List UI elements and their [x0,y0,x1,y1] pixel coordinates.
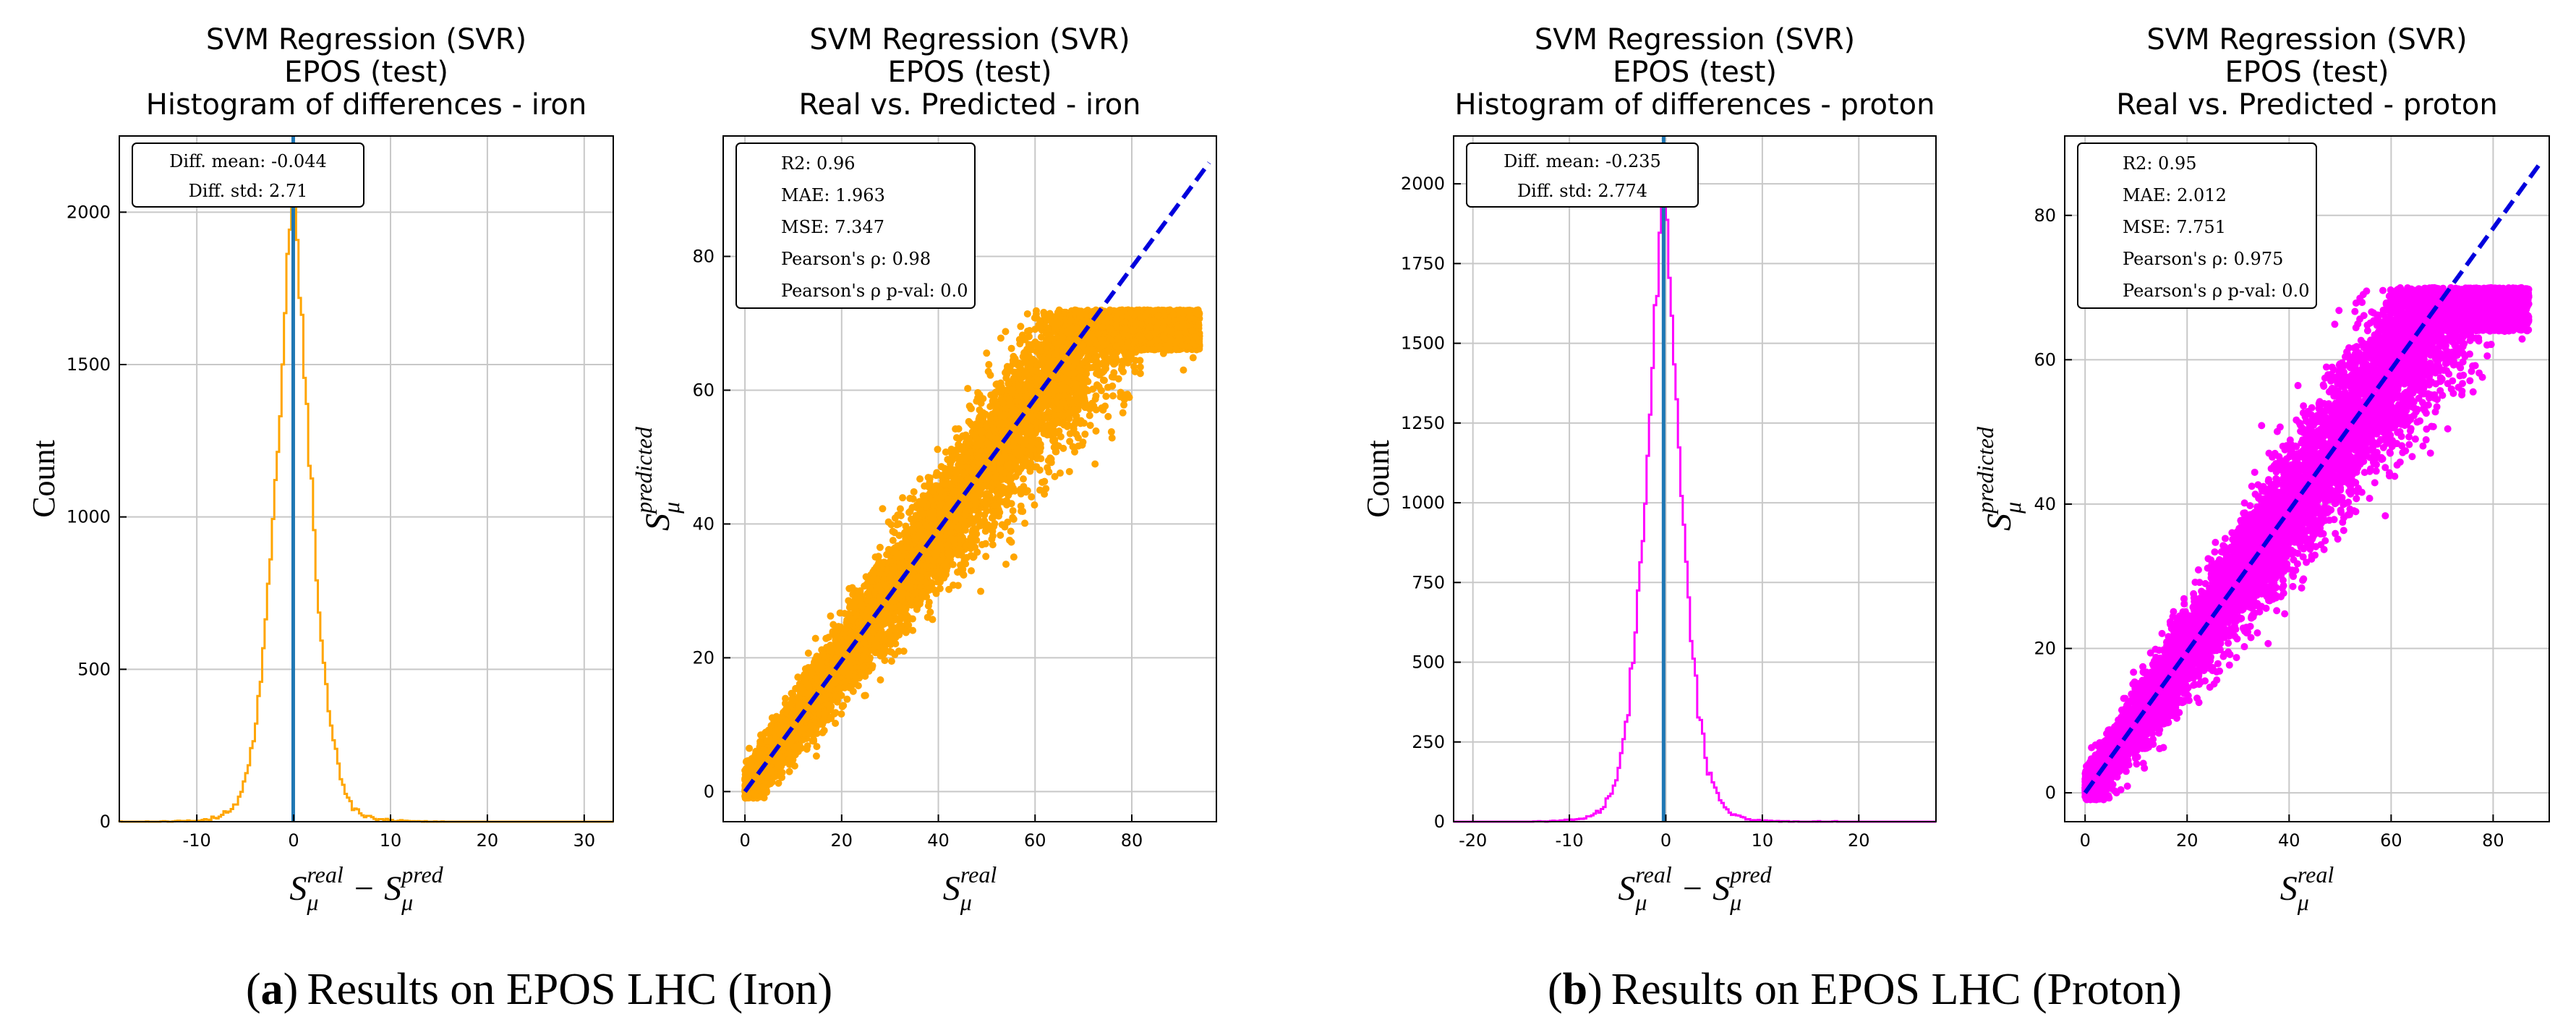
scatter-point [1028,493,1036,501]
scatter-point [1091,460,1099,468]
scatter-point [985,361,993,369]
chart-1: SVM Regression (SVR)EPOS (test)Histogram… [26,23,614,915]
stats-line: Diff. mean: -0.044 [169,151,327,171]
scatter-point [983,349,991,357]
scatter-point [1007,344,1015,352]
scatter-point [1120,401,1128,409]
x-axis-label-part: S [289,869,307,908]
scatter-point [1109,382,1117,390]
scatter-point [820,726,828,734]
scatter-point [887,657,895,665]
scatter-point [1107,428,1115,436]
scatter-point [1038,478,1046,486]
scatter-point [1002,328,1010,336]
histogram-step [118,150,613,823]
chart-title-line: EPOS (test) [284,56,448,89]
scatter-point [1019,475,1027,483]
scatter-point [960,558,968,566]
scatter-point [877,676,884,684]
x-axis-label-part: pred [400,861,443,888]
scatter-point [1102,392,1110,400]
y-tick-label: 1000 [67,507,111,527]
scatter-point [1036,466,1044,474]
scatter-point [804,650,812,657]
x-tick-label: 10 [380,830,402,851]
data-layer [118,136,613,823]
scatter-point [964,385,972,393]
chart-title-line: Real vs. Predicted - iron [798,88,1140,122]
stats-box [132,142,364,208]
plots-layer: SVM Regression (SVR)EPOS (test)Histogram… [26,23,2550,915]
y-tick-label: 2000 [67,202,111,222]
scatter-point [1092,427,1100,435]
stats-line: Diff. std: 2.71 [189,181,308,201]
scatter-point [909,626,917,634]
x-axis-label-part: μ [401,889,413,915]
y-tick-label: 500 [77,659,111,679]
scatter-point [827,612,835,620]
scatter-point [973,548,981,556]
scatter-point [1180,366,1187,374]
scatter-point [982,553,990,561]
grid [119,136,613,822]
scatter-point [900,647,908,655]
x-axis-label-part: − S [344,869,401,908]
x-tick-label: -10 [183,830,211,851]
scatter-point [984,367,992,375]
scatter-points [741,306,1203,802]
y-tick-label: 1500 [67,354,111,375]
data-layer [741,161,1211,802]
x-tick-label: 0 [288,830,299,851]
x-axis-label-part: μ [306,889,318,915]
plot-frame [119,135,614,822]
scatter-point [921,482,929,490]
scatter-point [837,710,845,718]
chart-title-line: SVM Regression (SVR) [206,23,526,56]
scatter-point [905,621,913,629]
scatter-point [1017,502,1025,510]
chart-title-line: Histogram of differences - iron [146,88,587,122]
x-axis-label: Sμreal − Sμpred [289,861,443,915]
scatter-point [1004,518,1012,526]
scatter-point [1007,527,1015,535]
scatter-point [906,495,914,503]
scatter-point [899,494,907,502]
scatter-point [1081,430,1089,438]
scatter-point [1006,536,1014,544]
scatter-point [1002,561,1010,569]
y-tick-label: 0 [100,812,111,832]
scatter-point [910,488,918,495]
ticks [119,211,585,822]
scatter-point [884,518,892,526]
chart-title-line: SVM Regression (SVR) [809,23,1130,56]
x-tick-label: 30 [573,830,596,851]
scatter-point [812,752,820,760]
scatter-point [840,702,848,710]
scatter-point [1066,438,1074,446]
x-axis-label-part: real [307,861,343,888]
scatter-point [1097,387,1105,395]
chart-title-line: EPOS (test) [887,56,1052,89]
scatter-point [997,532,1005,540]
scatter-point [1009,507,1017,515]
chart-2: SVM Regression (SVR)EPOS (test)Real vs. … [631,23,1217,915]
y-axis-label: Count [26,440,61,518]
scatter-point [916,475,924,483]
x-tick-label: 20 [477,830,499,851]
